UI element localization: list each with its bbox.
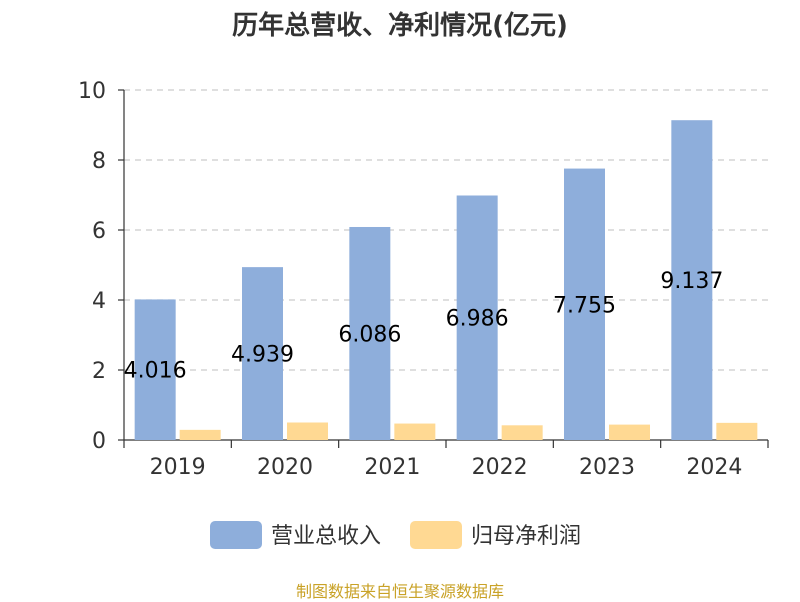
bar-net-profit	[179, 429, 221, 440]
data-label: 4.016	[124, 359, 187, 384]
legend-swatch	[210, 521, 262, 549]
data-label: 6.086	[338, 322, 401, 347]
legend-label: 归母净利润	[471, 524, 581, 549]
x-tick-label: 2024	[686, 455, 742, 480]
bar-net-profit	[394, 423, 436, 440]
y-tick-label: 10	[78, 79, 106, 104]
y-tick-label: 0	[92, 429, 106, 454]
bar-revenue	[671, 120, 713, 440]
bar-net-profit	[716, 422, 758, 440]
x-tick-label: 2021	[364, 455, 420, 480]
legend: 营业总收入 归母净利润	[210, 521, 581, 549]
data-label: 6.986	[446, 307, 509, 332]
x-tick-label: 2020	[257, 455, 313, 480]
bar-net-profit	[287, 422, 328, 440]
data-label: 9.137	[660, 269, 723, 294]
y-tick-label: 4	[92, 289, 106, 314]
data-labels: 4.016 4.939 6.086 6.986 7.755 9.137	[124, 269, 724, 384]
bar-net-profit	[609, 424, 650, 440]
data-label: 4.939	[231, 343, 294, 368]
y-tick-label: 8	[92, 149, 106, 174]
grid	[124, 89, 768, 371]
bar-revenue	[349, 226, 391, 440]
x-tick-label: 2022	[472, 455, 528, 480]
legend-label: 营业总收入	[271, 524, 381, 549]
legend-swatch	[410, 521, 462, 549]
axes: 0 2 4 6 8 10 2019 2020 2021 2022 2023 2024	[78, 79, 769, 480]
x-tick-label: 2019	[150, 455, 206, 480]
data-label: 7.755	[553, 293, 616, 318]
bar-net-profit	[501, 425, 543, 440]
bar-revenue	[134, 299, 176, 440]
chart-title: 历年总营收、净利情况(亿元)	[232, 10, 568, 41]
y-tick-label: 2	[92, 359, 106, 384]
bar-revenue	[564, 168, 605, 440]
source-note: 制图数据来自恒生聚源数据库	[295, 582, 504, 601]
bars	[134, 120, 758, 440]
bar-revenue	[456, 195, 498, 440]
bar-revenue	[242, 267, 283, 440]
y-tick-label: 6	[92, 219, 106, 244]
x-tick-label: 2023	[579, 455, 635, 480]
